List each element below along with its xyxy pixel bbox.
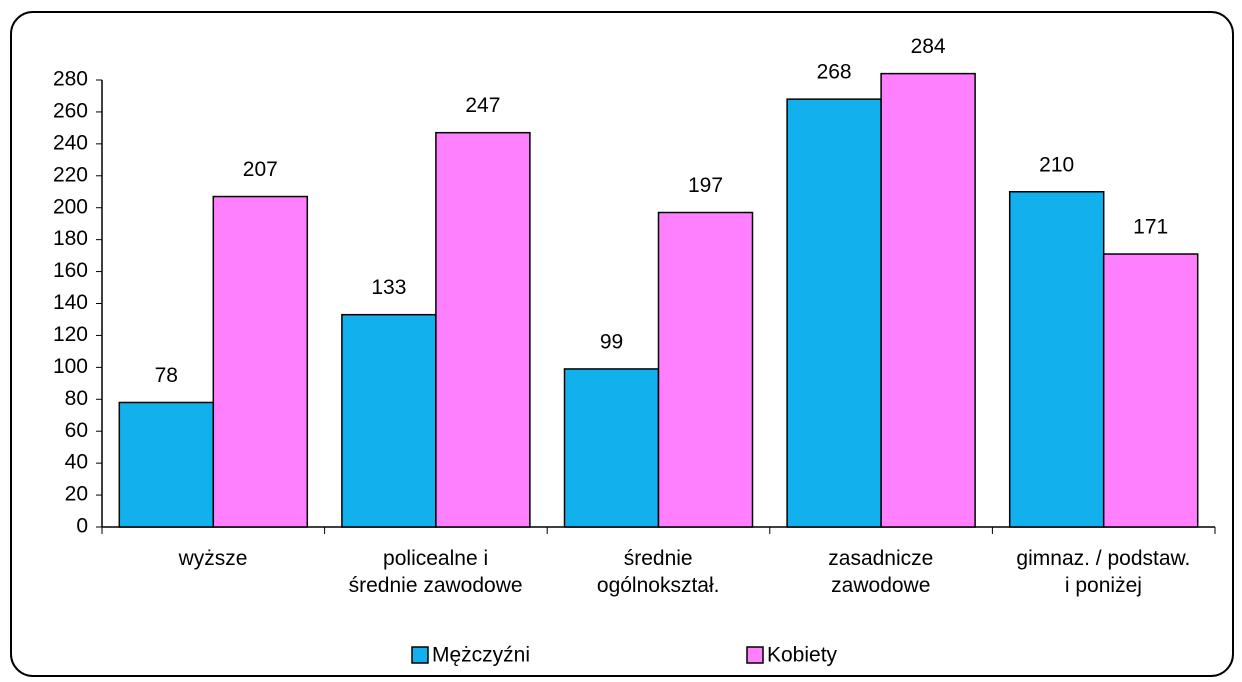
bar [1008,191,1105,528]
bar [212,195,309,528]
y-tick-label: 80 [65,387,88,410]
bar [1102,253,1199,528]
y-tick-label: 140 [53,291,88,314]
x-tick-label: policealne i średnie zawodowe [348,547,523,597]
data-label: 247 [465,94,500,117]
y-tick-label: 180 [53,227,88,250]
y-tick-label: 280 [53,68,88,91]
legend-swatch [411,646,429,664]
y-tick-label: 40 [65,451,88,474]
bar [786,98,882,528]
x-tick-label: średnie ogólnokształ. [596,547,720,597]
data-label: 210 [1039,153,1074,176]
bar [341,313,437,528]
bar [657,211,754,528]
bar [435,131,531,528]
legend-label: Kobiety [767,644,838,667]
bar [880,72,976,528]
x-tick-label: wyższe [178,547,248,570]
legend-swatch [746,646,764,664]
data-label: 268 [817,61,852,84]
bar [563,368,660,528]
data-label: 171 [1133,216,1168,239]
x-tick-label: zasadnicze zawodowe [828,547,934,597]
y-tick-label: 200 [53,195,88,218]
y-tick-label: 240 [53,131,88,154]
y-tick-label: 120 [53,323,88,346]
data-label: 78 [155,364,178,387]
x-tick-label: gimnaz. / podstaw. i poniżej [1016,547,1191,597]
data-label: 133 [371,276,406,299]
y-tick-label: 220 [53,163,88,186]
legend-label: Mężczyźni [432,644,530,667]
data-label: 197 [688,174,723,197]
data-label: 99 [600,331,623,354]
y-tick-label: 260 [53,99,88,122]
bar [118,401,215,528]
data-label: 207 [243,158,278,181]
data-label: 284 [911,35,946,58]
y-tick-label: 60 [65,419,88,442]
y-tick-label: 100 [53,355,88,378]
y-tick-label: 0 [76,515,88,538]
y-tick-label: 160 [53,259,88,282]
y-tick-label: 20 [65,483,88,506]
